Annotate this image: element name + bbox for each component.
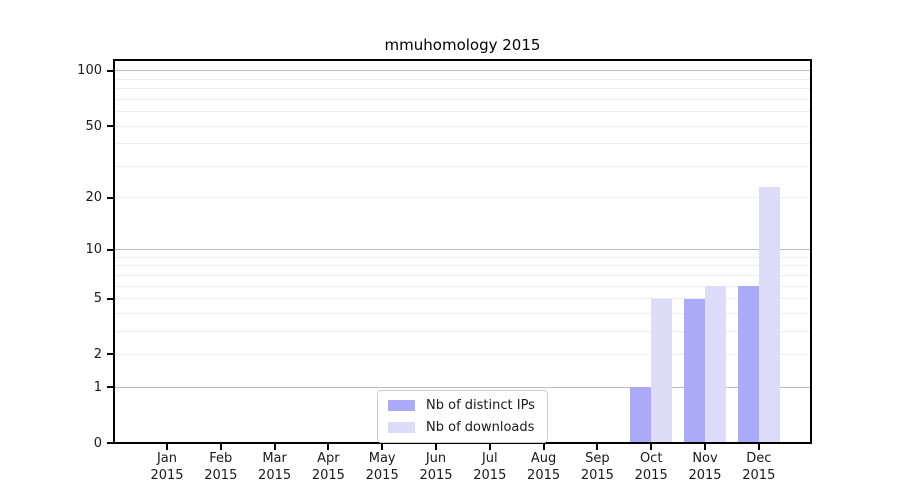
y-tick-mark-100 [107,69,113,72]
bar-distinct-ips-nov [684,298,705,443]
x-tick-label-may: May 2015 [365,451,399,483]
y-tick-mark-20 [107,196,113,199]
minor-gridline-3 [114,330,811,332]
y-tick-label-1: 1 [93,379,102,395]
x-tick-mark-jul [488,444,491,450]
y-tick-label-5: 5 [93,291,102,307]
legend: Nb of distinct IPs Nb of downloads [377,390,548,443]
chart-title: mmuhomology 2015 [384,36,541,54]
x-tick-mark-may [381,444,384,450]
legend-swatch-distinct-ips [388,400,415,411]
right-spine [810,59,812,444]
x-tick-mark-jun [435,444,437,450]
minor-gridline-50 [114,125,811,127]
minor-gridline-7 [114,274,811,276]
y-tick-mark-1 [107,386,113,389]
x-tick-mark-sep [596,444,599,450]
bar-distinct-ips-dec [737,286,759,443]
x-tick-mark-nov [704,444,706,450]
minor-gridline-90 [114,78,811,80]
x-tick-label-mar: Mar 2015 [258,451,292,483]
plot-area [114,60,811,443]
top-spine [113,59,812,61]
minor-gridline-40 [114,143,811,145]
x-tick-mark-oct [650,444,653,450]
legend-label-distinct-ips: Nb of distinct IPs [426,398,535,413]
y-tick-label-0: 0 [93,435,102,451]
minor-gridline-70 [114,98,811,100]
legend-item-distinct-ips: Nb of distinct IPs [388,398,535,413]
bar-downloads-nov [705,286,726,443]
x-tick-mark-aug [542,444,545,450]
x-tick-mark-mar [273,444,276,450]
x-tick-label-jun: Jun 2015 [419,451,453,483]
y-tick-mark-10 [107,248,113,251]
major-gridline-1 [114,386,811,388]
minor-gridline-4 [114,312,811,314]
x-tick-label-aug: Aug 2015 [527,451,561,483]
x-tick-label-dec: Dec 2015 [742,451,776,483]
y-tick-mark-50 [107,125,113,128]
y-tick-label-2: 2 [93,346,102,362]
x-tick-mark-dec [757,444,760,450]
legend-swatch-downloads [388,422,415,433]
x-tick-label-jan: Jan 2015 [150,451,184,483]
y-tick-label-50: 50 [85,118,102,134]
legend-item-downloads: Nb of downloads [388,420,535,435]
y-tick-mark-0 [107,442,113,444]
legend-label-downloads: Nb of downloads [426,420,535,435]
y-tick-mark-2 [107,353,113,356]
x-tick-mark-apr [327,444,330,450]
x-tick-label-jul: Jul 2015 [473,451,507,483]
y-tick-mark-5 [107,297,113,300]
minor-gridline-9 [114,256,811,258]
left-spine [113,59,115,444]
bar-distinct-ips-oct [630,387,652,443]
bar-downloads-dec [758,186,780,443]
major-gridline-10 [114,249,811,251]
minor-gridline-80 [114,88,811,90]
y-tick-label-20: 20 [85,190,102,206]
x-tick-label-nov: Nov 2015 [688,451,722,483]
minor-gridline-60 [114,111,811,113]
y-tick-label-10: 10 [85,242,102,258]
bar-downloads-oct [651,298,673,443]
minor-gridline-20 [114,197,811,199]
major-gridline-100 [114,70,811,72]
minor-gridline-5 [114,298,811,300]
x-tick-mark-jan [166,444,168,450]
x-tick-label-apr: Apr 2015 [311,451,345,483]
x-tick-label-oct: Oct 2015 [634,451,668,483]
x-tick-label-feb: Feb 2015 [204,451,238,483]
minor-gridline-8 [114,265,811,267]
bottom-spine [113,442,812,444]
x-tick-mark-feb [219,444,222,450]
minor-gridline-2 [114,353,811,355]
minor-gridline-6 [114,285,811,287]
minor-gridline-30 [114,165,811,167]
x-tick-label-sep: Sep 2015 [580,451,614,483]
y-tick-label-100: 100 [77,63,102,79]
